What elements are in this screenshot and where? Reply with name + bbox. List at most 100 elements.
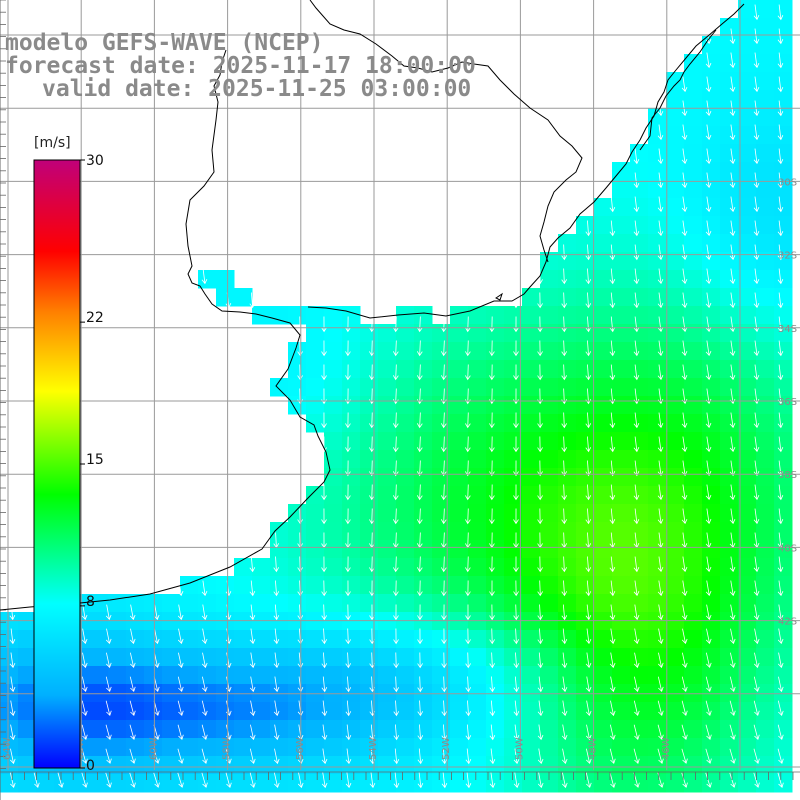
wind-speed-cell xyxy=(360,684,379,703)
wind-speed-cell xyxy=(486,324,505,343)
wind-arrow xyxy=(9,604,16,621)
wind-arrow xyxy=(729,364,736,381)
wind-arrow xyxy=(585,628,592,645)
wind-arrow xyxy=(537,364,543,381)
wind-speed-cell xyxy=(360,378,379,397)
wind-arrow xyxy=(537,604,544,621)
wind-speed-cell xyxy=(756,450,775,469)
wind-speed-cell xyxy=(666,234,685,253)
wind-speed-cell xyxy=(450,774,469,793)
wind-speed-cell xyxy=(522,666,541,685)
wind-arrow xyxy=(777,460,784,477)
wind-speed-cell xyxy=(486,576,505,595)
wind-speed-cell xyxy=(720,306,739,325)
wind-speed-cell xyxy=(666,558,685,577)
wind-speed-cell xyxy=(630,144,649,163)
wind-arrow xyxy=(561,436,568,453)
wind-speed-cell xyxy=(612,648,631,667)
wind-speed-cell xyxy=(414,648,433,667)
wind-arrow xyxy=(729,268,736,285)
wind-arrow xyxy=(465,724,472,741)
wind-speed-cell xyxy=(576,756,595,775)
wind-arrow xyxy=(177,676,184,693)
wind-arrow xyxy=(777,148,784,165)
wind-speed-cell xyxy=(540,774,559,793)
wind-speed-cell xyxy=(378,612,397,631)
wind-speed-cell xyxy=(522,630,541,649)
wind-arrow xyxy=(729,436,736,453)
wind-speed-cell xyxy=(738,306,757,325)
wind-speed-cell xyxy=(144,774,163,793)
wind-arrow xyxy=(273,724,280,741)
wind-arrow xyxy=(249,292,256,309)
wind-speed-cell xyxy=(450,450,469,469)
wind-arrow xyxy=(681,508,688,525)
wind-arrow xyxy=(561,700,568,717)
wind-arrow xyxy=(321,340,327,357)
wind-arrow xyxy=(177,700,184,717)
wind-speed-cell xyxy=(216,756,235,775)
wind-speed-cell xyxy=(360,540,379,559)
wind-speed-cell xyxy=(558,684,577,703)
wind-speed-cell xyxy=(756,702,775,721)
wind-speed-cell xyxy=(324,306,343,325)
wind-speed-cell xyxy=(720,396,739,415)
wind-speed-cell xyxy=(630,576,649,595)
wind-speed-cell xyxy=(234,666,253,685)
wind-arrow xyxy=(633,700,640,717)
wind-arrow xyxy=(753,268,760,285)
wind-arrow xyxy=(177,580,184,597)
wind-arrow xyxy=(705,436,712,453)
wind-arrow xyxy=(513,628,520,645)
wind-arrow xyxy=(392,412,399,429)
wind-arrow xyxy=(657,508,664,525)
wind-speed-cell xyxy=(414,324,433,343)
wind-speed-cell xyxy=(72,774,91,793)
wind-speed-cell xyxy=(630,306,649,325)
wind-speed-cell xyxy=(468,378,487,397)
wind-arrow xyxy=(513,508,519,525)
wind-speed-cell xyxy=(666,342,685,361)
wind-speed-cell xyxy=(648,144,667,163)
wind-arrow xyxy=(729,652,736,669)
wind-arrow xyxy=(585,652,592,669)
wind-speed-cell xyxy=(324,558,343,577)
wind-speed-cell xyxy=(666,504,685,523)
wind-arrow xyxy=(441,580,447,597)
wind-arrow xyxy=(633,220,640,237)
wind-speed-cell xyxy=(504,396,523,415)
wind-speed-cell xyxy=(684,90,703,109)
wind-speed-cell xyxy=(90,756,109,775)
wind-arrow xyxy=(753,292,760,309)
latitude-label: 36S xyxy=(778,397,797,408)
wind-arrow xyxy=(705,724,712,740)
wind-speed-cell xyxy=(504,540,523,559)
wind-speed-cell xyxy=(414,576,433,595)
wind-speed-cell xyxy=(612,396,631,415)
wind-arrow xyxy=(777,292,784,309)
wind-arrow xyxy=(585,340,592,357)
wind-speed-cell xyxy=(720,594,739,613)
wind-speed-cell xyxy=(270,738,289,757)
wind-speed-cell xyxy=(720,18,739,37)
wind-arrow xyxy=(416,460,423,477)
wind-speed-cell xyxy=(504,522,523,541)
wind-speed-cell xyxy=(234,558,253,577)
wind-arrow xyxy=(129,724,136,740)
wind-speed-cell xyxy=(756,360,775,379)
wind-speed-cell xyxy=(486,648,505,667)
longitude-label: 60W xyxy=(148,737,159,760)
wind-arrow xyxy=(633,724,640,741)
wind-speed-cell xyxy=(234,702,253,721)
wind-speed-cell xyxy=(90,630,109,649)
wind-speed-cell xyxy=(702,144,721,163)
wind-speed-cell xyxy=(774,414,793,433)
wind-speed-cell xyxy=(468,432,487,451)
wind-speed-cell xyxy=(576,612,595,631)
wind-speed-cell xyxy=(486,342,505,361)
wind-speed-cell xyxy=(702,738,721,757)
wind-speed-cell xyxy=(630,738,649,757)
wind-speed-cell xyxy=(126,738,145,757)
wind-speed-cell xyxy=(756,522,775,541)
wind-arrow xyxy=(705,580,712,597)
